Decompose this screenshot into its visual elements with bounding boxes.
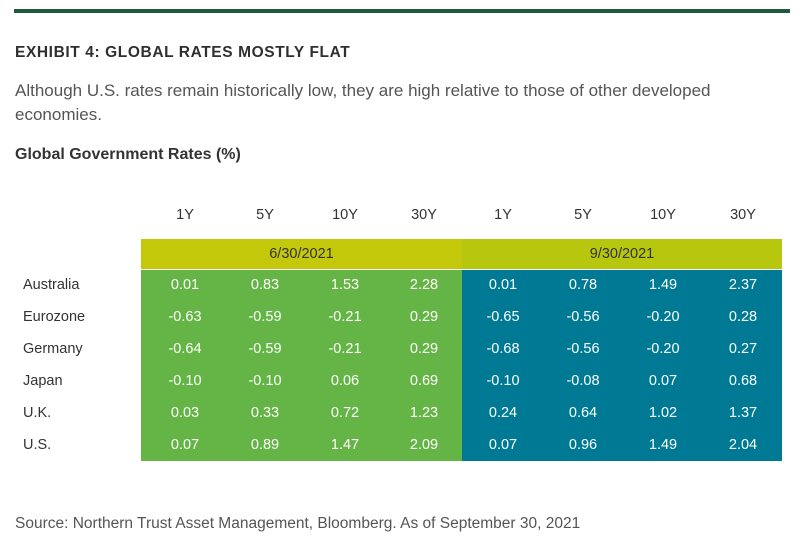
values-block-june-2021 [141, 270, 462, 461]
table-cell-australia-sep-30y: 2.37 [728, 277, 758, 293]
row-label-u-s: U.S. [23, 437, 52, 453]
table-cell-u-s-sep-5y: 0.96 [568, 437, 598, 453]
table-cell-germany-jun-5y: -0.59 [248, 341, 282, 357]
table-cell-germany-jun-1y: -0.64 [168, 341, 202, 357]
table-cell-u-s-jun-5y: 0.89 [250, 437, 280, 453]
column-header-jun-10y: 10Y [332, 207, 358, 223]
table-cell-eurozone-sep-1y: -0.65 [486, 309, 520, 325]
table-cell-u-s-jun-30y: 2.09 [409, 437, 439, 453]
column-header-sep-1y: 1Y [494, 207, 512, 223]
column-header-sep-30y: 30Y [730, 207, 756, 223]
table-cell-eurozone-sep-5y: -0.56 [566, 309, 600, 325]
table-cell-u-k-jun-1y: 0.03 [170, 405, 200, 421]
table-cell-eurozone-sep-30y: 0.28 [728, 309, 758, 325]
table-title: Global Government Rates (%) [15, 146, 241, 163]
table-cell-japan-sep-10y: 0.07 [648, 373, 678, 389]
table-cell-germany-sep-10y: -0.20 [646, 341, 680, 357]
exhibit-subtitle: Although U.S. rates remain historically … [15, 81, 711, 124]
table-cell-japan-sep-30y: 0.68 [728, 373, 758, 389]
table-cell-germany-jun-10y: -0.21 [328, 341, 362, 357]
column-header-jun-30y: 30Y [411, 207, 437, 223]
column-header-jun-1y: 1Y [176, 207, 194, 223]
table-cell-germany-jun-30y: 0.29 [409, 341, 439, 357]
exhibit-title: EXHIBIT 4: GLOBAL RATES MOSTLY FLAT [15, 44, 351, 61]
table-cell-u-s-jun-10y: 1.47 [330, 437, 360, 453]
table-cell-japan-jun-5y: -0.10 [248, 373, 282, 389]
row-label-u-k: U.K. [23, 405, 52, 421]
table-cell-japan-sep-1y: -0.10 [486, 373, 520, 389]
table-cell-germany-sep-5y: -0.56 [566, 341, 600, 357]
table-cell-u-k-sep-10y: 1.02 [648, 405, 678, 421]
table-cell-u-s-sep-30y: 2.04 [728, 437, 758, 453]
table-cell-eurozone-jun-10y: -0.21 [328, 309, 362, 325]
table-cell-japan-sep-5y: -0.08 [566, 373, 600, 389]
table-cell-u-k-sep-1y: 0.24 [488, 405, 518, 421]
table-cell-eurozone-jun-5y: -0.59 [248, 309, 282, 325]
values-block-september-2021 [462, 270, 782, 461]
table-cell-eurozone-jun-1y: -0.63 [168, 309, 202, 325]
column-header-sep-5y: 5Y [574, 207, 592, 223]
column-header-jun-5y: 5Y [256, 207, 274, 223]
table-cell-australia-sep-1y: 0.01 [488, 277, 518, 293]
table-cell-germany-sep-1y: -0.68 [486, 341, 520, 357]
table-cell-u-s-jun-1y: 0.07 [170, 437, 200, 453]
top-accent-bar [14, 9, 790, 13]
table-cell-australia-jun-1y: 0.01 [170, 277, 200, 293]
row-label-australia: Australia [23, 277, 80, 293]
source-note: Source: Northern Trust Asset Management,… [15, 515, 581, 532]
table-cell-australia-jun-10y: 1.53 [330, 277, 360, 293]
row-label-germany: Germany [23, 341, 83, 357]
table-cell-u-k-jun-30y: 1.23 [409, 405, 439, 421]
row-label-eurozone: Eurozone [23, 309, 86, 325]
table-cell-australia-sep-10y: 1.49 [648, 277, 678, 293]
table-cell-u-k-jun-5y: 0.33 [250, 405, 280, 421]
table-cell-australia-sep-5y: 0.78 [568, 277, 598, 293]
table-cell-u-k-jun-10y: 0.72 [330, 405, 360, 421]
table-cell-japan-jun-30y: 0.69 [409, 373, 439, 389]
column-header-sep-10y: 10Y [650, 207, 676, 223]
table-cell-japan-jun-1y: -0.10 [168, 373, 202, 389]
date-band-june-2021: 6/30/2021 [141, 239, 462, 269]
table-cell-u-s-sep-1y: 0.07 [488, 437, 518, 453]
table-cell-u-k-sep-5y: 0.64 [568, 405, 598, 421]
table-cell-u-s-sep-10y: 1.49 [648, 437, 678, 453]
table-cell-germany-sep-30y: 0.27 [728, 341, 758, 357]
table-cell-australia-jun-30y: 2.28 [409, 277, 439, 293]
date-band-september-2021: 9/30/2021 [462, 239, 782, 269]
table-cell-eurozone-sep-10y: -0.20 [646, 309, 680, 325]
table-cell-eurozone-jun-30y: 0.29 [409, 309, 439, 325]
row-label-japan: Japan [23, 373, 63, 389]
table-cell-australia-jun-5y: 0.83 [250, 277, 280, 293]
table-cell-japan-jun-10y: 0.06 [330, 373, 360, 389]
table-cell-u-k-sep-30y: 1.37 [728, 405, 758, 421]
